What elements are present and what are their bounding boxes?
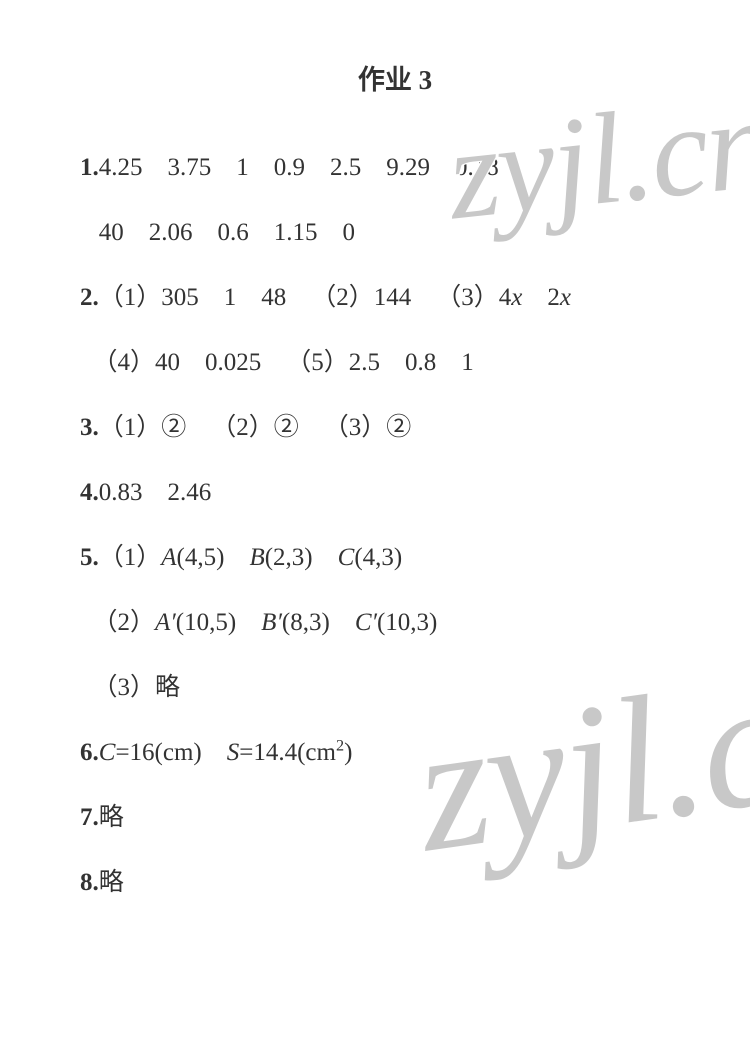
- q2-line2-text: （4）40 0.025 （5）2.5 0.8 1: [93, 349, 474, 376]
- q5-l1c: (2,3): [265, 544, 338, 571]
- q1-line1-text: 4.25 3.75 1 0.9 2.5 9.29 0.18: [99, 154, 499, 181]
- q4-num: 4.: [80, 479, 99, 506]
- q5-line3: （3）略: [80, 655, 710, 720]
- q2-var2: x: [560, 284, 571, 311]
- q2-var1: x: [511, 284, 522, 311]
- q1-line2-text: 40 2.06 0.6 1.15 0: [99, 219, 355, 246]
- q2-line2: （4）40 0.025 （5）2.5 0.8 1: [80, 330, 710, 395]
- q7-num: 7.: [80, 804, 99, 831]
- q6-S: S: [227, 739, 240, 766]
- q3-text: （1）② （2）② （3）②: [99, 414, 412, 441]
- q5-B: B: [249, 544, 264, 571]
- q2-l1b: 2: [522, 284, 560, 311]
- q4-text: 0.83 2.46: [99, 479, 212, 506]
- q8-text: 略: [99, 869, 124, 896]
- q2-l1a: （1）305 1 48 （2）144 （3）4: [99, 284, 512, 311]
- q1-line1: 1.4.25 3.75 1 0.9 2.5 9.29 0.18: [80, 135, 710, 200]
- q5-Bp: B′: [261, 609, 282, 636]
- q1-line2: 40 2.06 0.6 1.15 0: [80, 200, 710, 265]
- q6-c: =14.4(cm: [239, 739, 336, 766]
- q5-l3: （3）略: [93, 674, 181, 701]
- q6-d: ): [344, 739, 352, 766]
- q5-num: 5.: [80, 544, 99, 571]
- page-root: zyjl.cn 作业 3 1.4.25 3.75 1 0.9 2.5 9.29 …: [0, 0, 750, 1060]
- q7-line: 7.略: [80, 785, 710, 850]
- q6-line: 6.C=16(cm) S=14.4(cm2): [80, 720, 710, 785]
- q6-b: =16(cm): [115, 739, 226, 766]
- q8-line: 8.略: [80, 850, 710, 915]
- q2-num: 2.: [80, 284, 99, 311]
- q5-line1: 5.（1）A(4,5) B(2,3) C(4,3): [80, 525, 710, 590]
- q4-line: 4.0.83 2.46: [80, 460, 710, 525]
- q5-l2a: （2）: [93, 609, 156, 636]
- page-title: 作业 3: [80, 45, 710, 115]
- q6-sup: 2: [336, 737, 344, 755]
- q7-text: 略: [99, 804, 124, 831]
- q5-Cp: C′: [355, 609, 377, 636]
- q5-l2b: (10,5): [176, 609, 261, 636]
- q1-num: 1.: [80, 154, 99, 181]
- q8-num: 8.: [80, 869, 99, 896]
- q5-l2d: (10,3): [377, 609, 437, 636]
- q5-Ap: A′: [155, 609, 176, 636]
- q6-num: 6.: [80, 739, 99, 766]
- q2-line1: 2.（1）305 1 48 （2）144 （3）4x 2x: [80, 265, 710, 330]
- q5-A: A: [161, 544, 176, 571]
- q3-line: 3.（1）② （2）② （3）②: [80, 395, 710, 460]
- q5-line2: （2）A′(10,5) B′(8,3) C′(10,3): [80, 590, 710, 655]
- q5-l1b: (4,5): [177, 544, 250, 571]
- q3-num: 3.: [80, 414, 99, 441]
- q5-l1a: （1）: [99, 544, 162, 571]
- q5-l2c: (8,3): [282, 609, 355, 636]
- q5-C: C: [338, 544, 355, 571]
- q6-C: C: [99, 739, 116, 766]
- q5-l1d: (4,3): [354, 544, 402, 571]
